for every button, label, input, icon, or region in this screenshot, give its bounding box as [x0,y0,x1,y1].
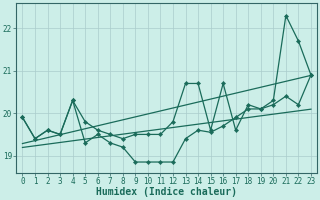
X-axis label: Humidex (Indice chaleur): Humidex (Indice chaleur) [96,187,237,197]
